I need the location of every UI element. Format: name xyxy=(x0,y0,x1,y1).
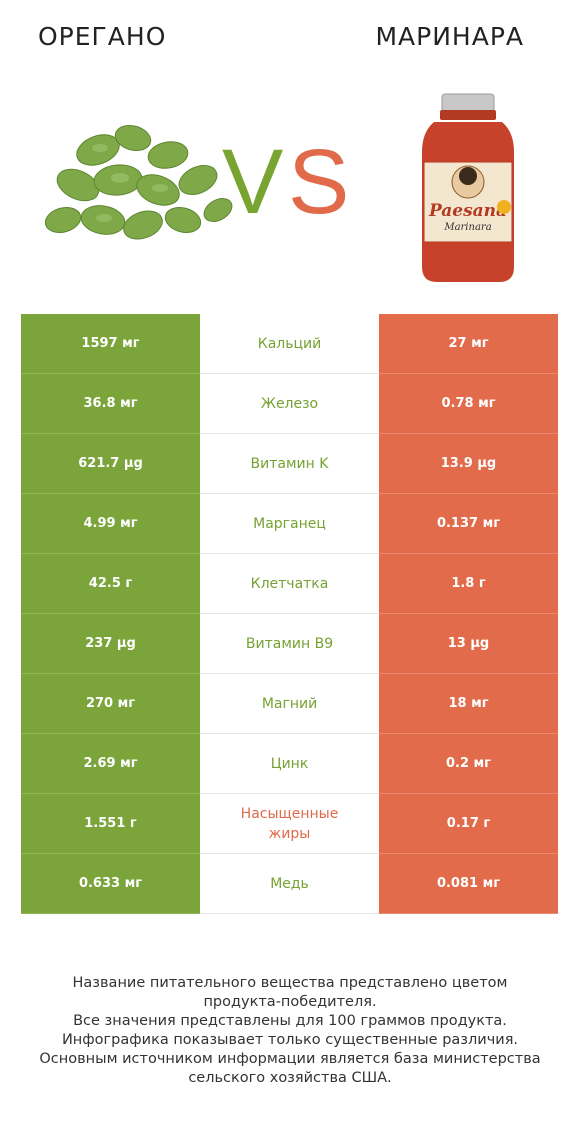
nutrient-row: 0.633 мг Медь 0.081 мг xyxy=(21,854,558,914)
left-value: 0.633 мг xyxy=(21,854,200,914)
nutrient-row: 42.5 г Клетчатка 1.8 г xyxy=(21,554,558,614)
jar-brand-text: Paesana xyxy=(428,201,507,221)
nutrient-row: 621.7 µg Витамин K 13.9 µg xyxy=(21,434,558,494)
vs-v-letter: V xyxy=(222,131,284,233)
left-value: 270 мг xyxy=(21,674,200,734)
nutrient-name: Клетчатка xyxy=(200,554,379,614)
footer-line: Все значения представлены для 100 граммо… xyxy=(73,1013,507,1029)
nutrient-name: Железо xyxy=(200,374,379,434)
nutrient-name: Витамин K xyxy=(200,434,379,494)
left-value: 2.69 мг xyxy=(21,734,200,794)
footer-line: Инфографика показывает только существенн… xyxy=(61,1032,519,1048)
right-value: 0.17 г xyxy=(379,794,558,854)
vs-label: V S xyxy=(222,132,352,232)
oregano-image xyxy=(44,125,233,240)
nutrient-name: Цинк xyxy=(200,734,379,794)
left-value: 1.551 г xyxy=(21,794,200,854)
nutrient-row: 2.69 мг Цинк 0.2 мг xyxy=(21,734,558,794)
nutrient-name: Медь xyxy=(200,854,379,914)
nutrient-row: 237 µg Витамин B9 13 µg xyxy=(21,614,558,674)
left-value: 237 µg xyxy=(21,614,200,674)
left-value: 4.99 мг xyxy=(21,494,200,554)
nutrient-row: 1.551 г Насыщенные жиры 0.17 г xyxy=(21,794,558,854)
right-value: 1.8 г xyxy=(379,554,558,614)
vs-s-letter: S xyxy=(288,131,350,233)
right-value: 0.081 мг xyxy=(379,854,558,914)
comparison-table: 1597 мг Кальций 27 мг 36.8 мг Железо 0.78 мг 6… xyxy=(21,314,558,914)
footer-line: Основным источником информации является … xyxy=(39,1051,541,1067)
nutrient-name: Магний xyxy=(200,674,379,734)
right-value: 0.78 мг xyxy=(379,374,558,434)
nutrient-row: 270 мг Магний 18 мг xyxy=(21,674,558,734)
nutrient-row: 4.99 мг Марганец 0.137 мг xyxy=(21,494,558,554)
footer-line: сельского хозяйства США. xyxy=(188,1070,392,1086)
footer-note: Название питательного вещества представл… xyxy=(20,974,560,1088)
right-value: 13 µg xyxy=(379,614,558,674)
left-value: 621.7 µg xyxy=(21,434,200,494)
nutrient-name: Марганец xyxy=(200,494,379,554)
right-value: 27 мг xyxy=(379,314,558,374)
left-value: 42.5 г xyxy=(21,554,200,614)
right-value: 0.137 мг xyxy=(379,494,558,554)
right-value: 13.9 µg xyxy=(379,434,558,494)
left-value: 36.8 мг xyxy=(21,374,200,434)
nutrient-name: Кальций xyxy=(200,314,379,374)
marinara-jar-image: Paesana Marinara xyxy=(422,93,514,282)
nutrient-name: Витамин B9 xyxy=(200,614,379,674)
right-value: 18 мг xyxy=(379,674,558,734)
right-value: 0.2 мг xyxy=(379,734,558,794)
nutrient-row: 1597 мг Кальций 27 мг xyxy=(21,314,558,374)
footer-line: продукта-победителя. xyxy=(203,994,377,1010)
footer-line: Название питательного вещества представл… xyxy=(72,975,508,991)
right-product-title: МАРИНАРА xyxy=(375,22,524,51)
left-value: 1597 мг xyxy=(21,314,200,374)
jar-product-text: Marinara xyxy=(443,222,491,233)
nutrient-name: Насыщенные жиры xyxy=(200,794,379,854)
nutrient-row: 36.8 мг Железо 0.78 мг xyxy=(21,374,558,434)
left-product-title: ОРЕГАНО xyxy=(38,22,167,51)
